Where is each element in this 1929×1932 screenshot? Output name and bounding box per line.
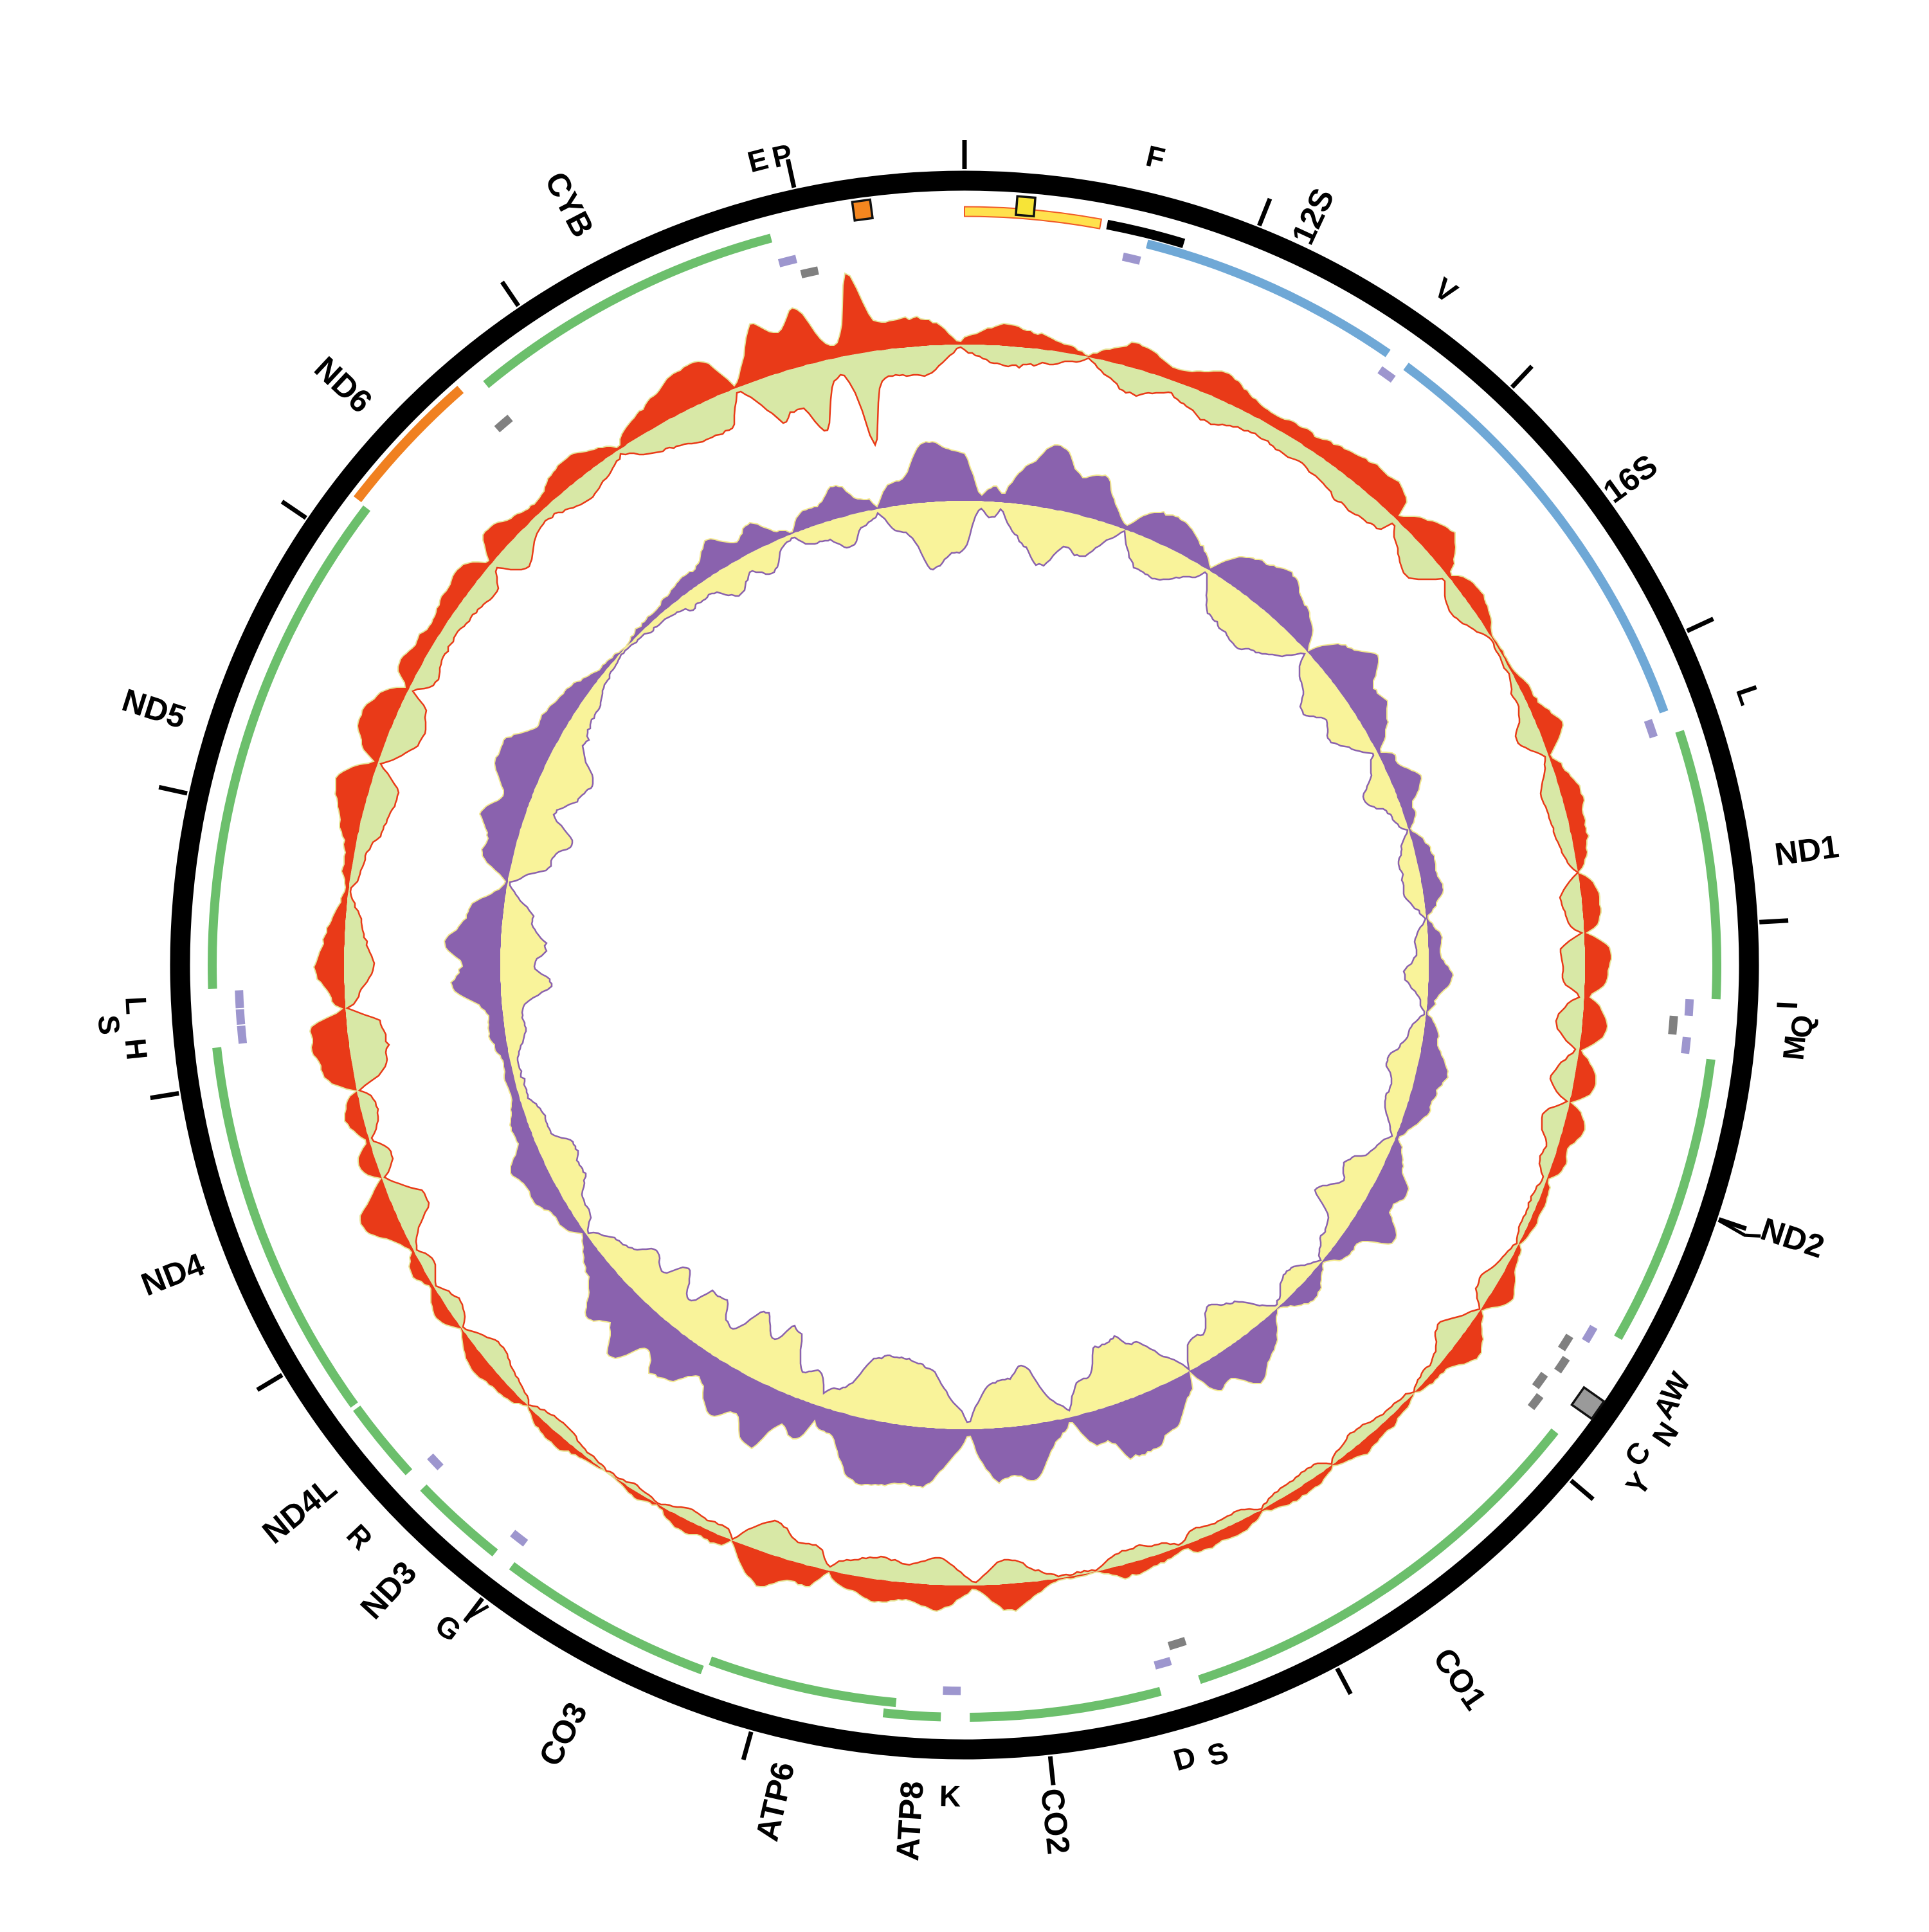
svg-text:CO2: CO2 (1034, 1787, 1077, 1856)
svg-text:K: K (939, 1779, 961, 1813)
svg-text:ND1: ND1 (1773, 828, 1842, 872)
svg-text:S: S (92, 1014, 127, 1036)
svg-text:Q: Q (1784, 1014, 1819, 1039)
svg-text:ATP8: ATP8 (889, 1780, 930, 1862)
svg-text:I: I (1770, 1000, 1804, 1010)
svg-text:M: M (1776, 1034, 1812, 1061)
svg-text:L: L (119, 996, 153, 1016)
svg-text:H: H (118, 1037, 154, 1061)
